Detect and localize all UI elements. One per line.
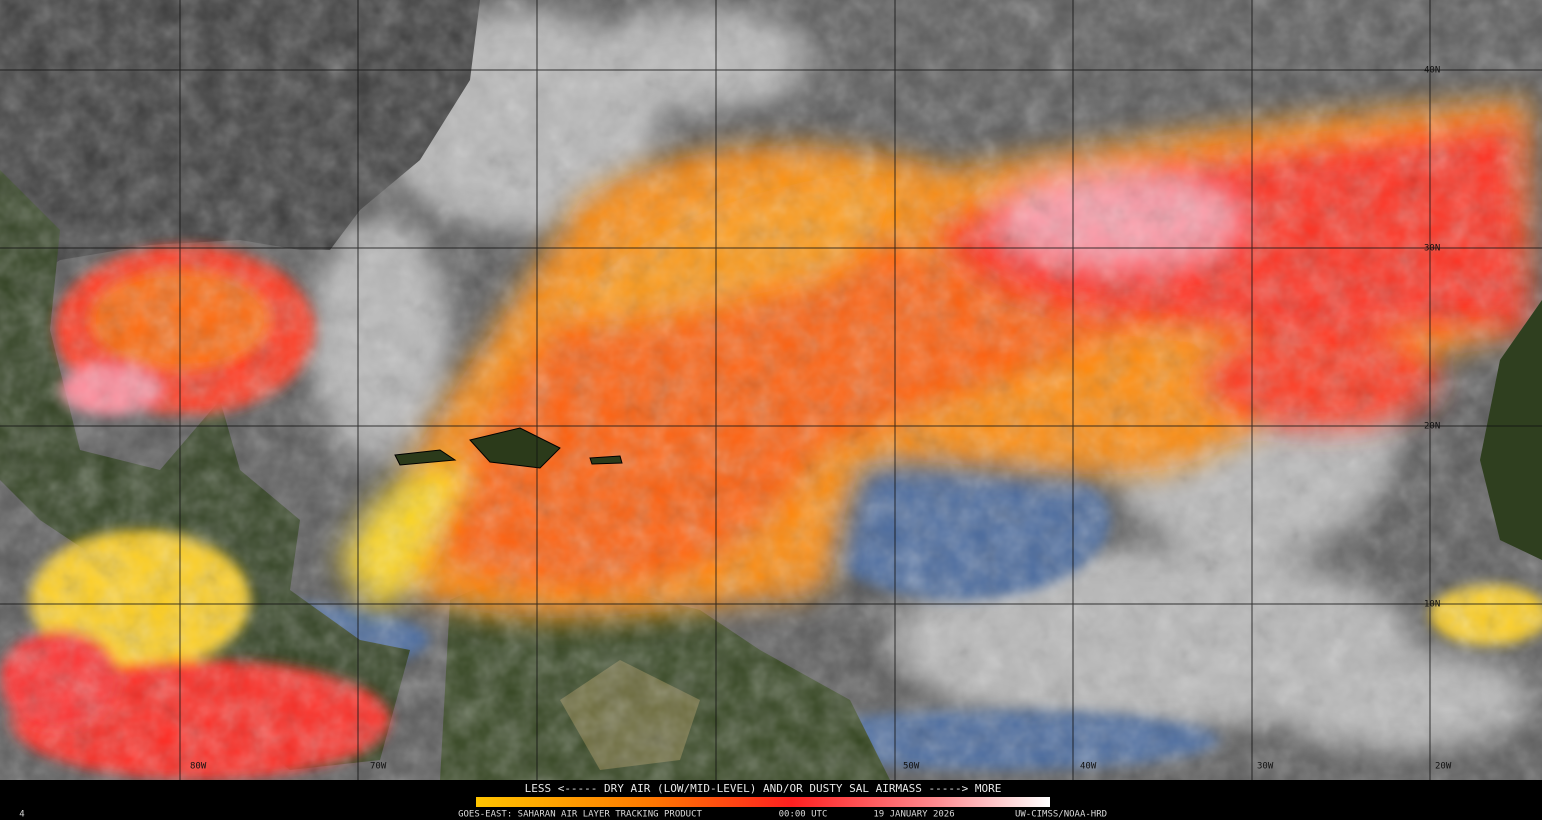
frame-number: 4: [19, 810, 24, 820]
latitude-label: 20N: [1424, 422, 1440, 432]
longitude-label: 50W: [903, 762, 920, 772]
product-name: GOES-EAST: SAHARAN AIR LAYER TRACKING PR…: [458, 810, 702, 820]
longitude-label: 80W: [190, 762, 207, 772]
colorbar-caption: LESS <----- DRY AIR (LOW/MID-LEVEL) AND/…: [525, 782, 1002, 795]
longitude-label: 30W: [1257, 762, 1274, 772]
credit: UW-CIMSS/NOAA-HRD: [1015, 810, 1107, 820]
date: 19 JANUARY 2026: [873, 810, 954, 820]
grid-labels: 80W 70W 50W 40W 30W 20W 40N 30N 20N 10N: [190, 66, 1452, 772]
time: 00:00 UTC: [779, 810, 828, 820]
latitude-label: 10N: [1424, 600, 1440, 610]
latitude-label: 30N: [1424, 244, 1440, 254]
longitude-label: 20W: [1435, 762, 1452, 772]
longitude-label: 40W: [1080, 762, 1097, 772]
colorbar: [476, 797, 1050, 807]
imagery: [0, 0, 1542, 780]
latitude-label: 40N: [1424, 66, 1440, 76]
lat-lon-grid: [0, 0, 1542, 780]
longitude-label: 70W: [370, 762, 387, 772]
